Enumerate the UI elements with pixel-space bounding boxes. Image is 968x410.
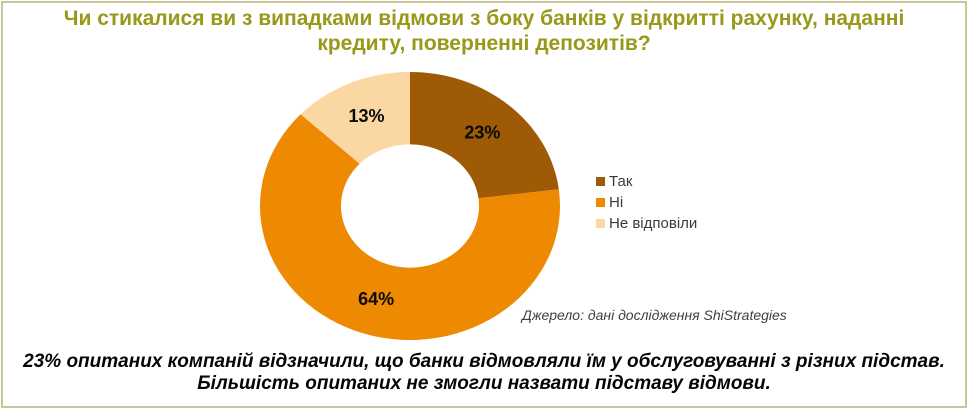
source-note: Джерело: дані дослідження ShiStrategies <box>522 307 787 323</box>
slice-data-label: 23% <box>464 123 500 143</box>
legend-swatch-ni-icon <box>596 198 605 207</box>
chart-title: Чи стикалися ви з випадками відмови з бо… <box>63 7 905 55</box>
legend-label: Не відповіли <box>609 215 698 232</box>
donut-slice-Не відповіли <box>300 72 410 164</box>
donut-slice-Ні <box>260 114 560 340</box>
slice-data-label: 13% <box>348 106 384 126</box>
summary-note: 23% опитаних компаній відзначили, що бан… <box>0 351 968 395</box>
legend-swatch-ne-vidpovily-icon <box>596 219 605 228</box>
donut-slice-Так <box>410 72 559 199</box>
legend-item-tak: Так <box>596 171 697 192</box>
chart-legend: Так Ні Не відповіли <box>596 171 697 234</box>
legend-label: Ні <box>609 194 624 211</box>
donut-chart: 23% 64% 13% <box>260 72 560 340</box>
legend-swatch-tak-icon <box>596 177 605 186</box>
legend-item-ne-vidpovily: Не відповіли <box>596 213 697 234</box>
summary-note-line-2: Більшість опитаних не змогли назвати під… <box>197 373 771 394</box>
legend-label: Так <box>609 173 633 190</box>
summary-note-line-1: 23% опитаних компаній відзначили, що бан… <box>23 351 945 372</box>
slice-data-label: 64% <box>358 289 394 309</box>
legend-item-ni: Ні <box>596 192 697 213</box>
